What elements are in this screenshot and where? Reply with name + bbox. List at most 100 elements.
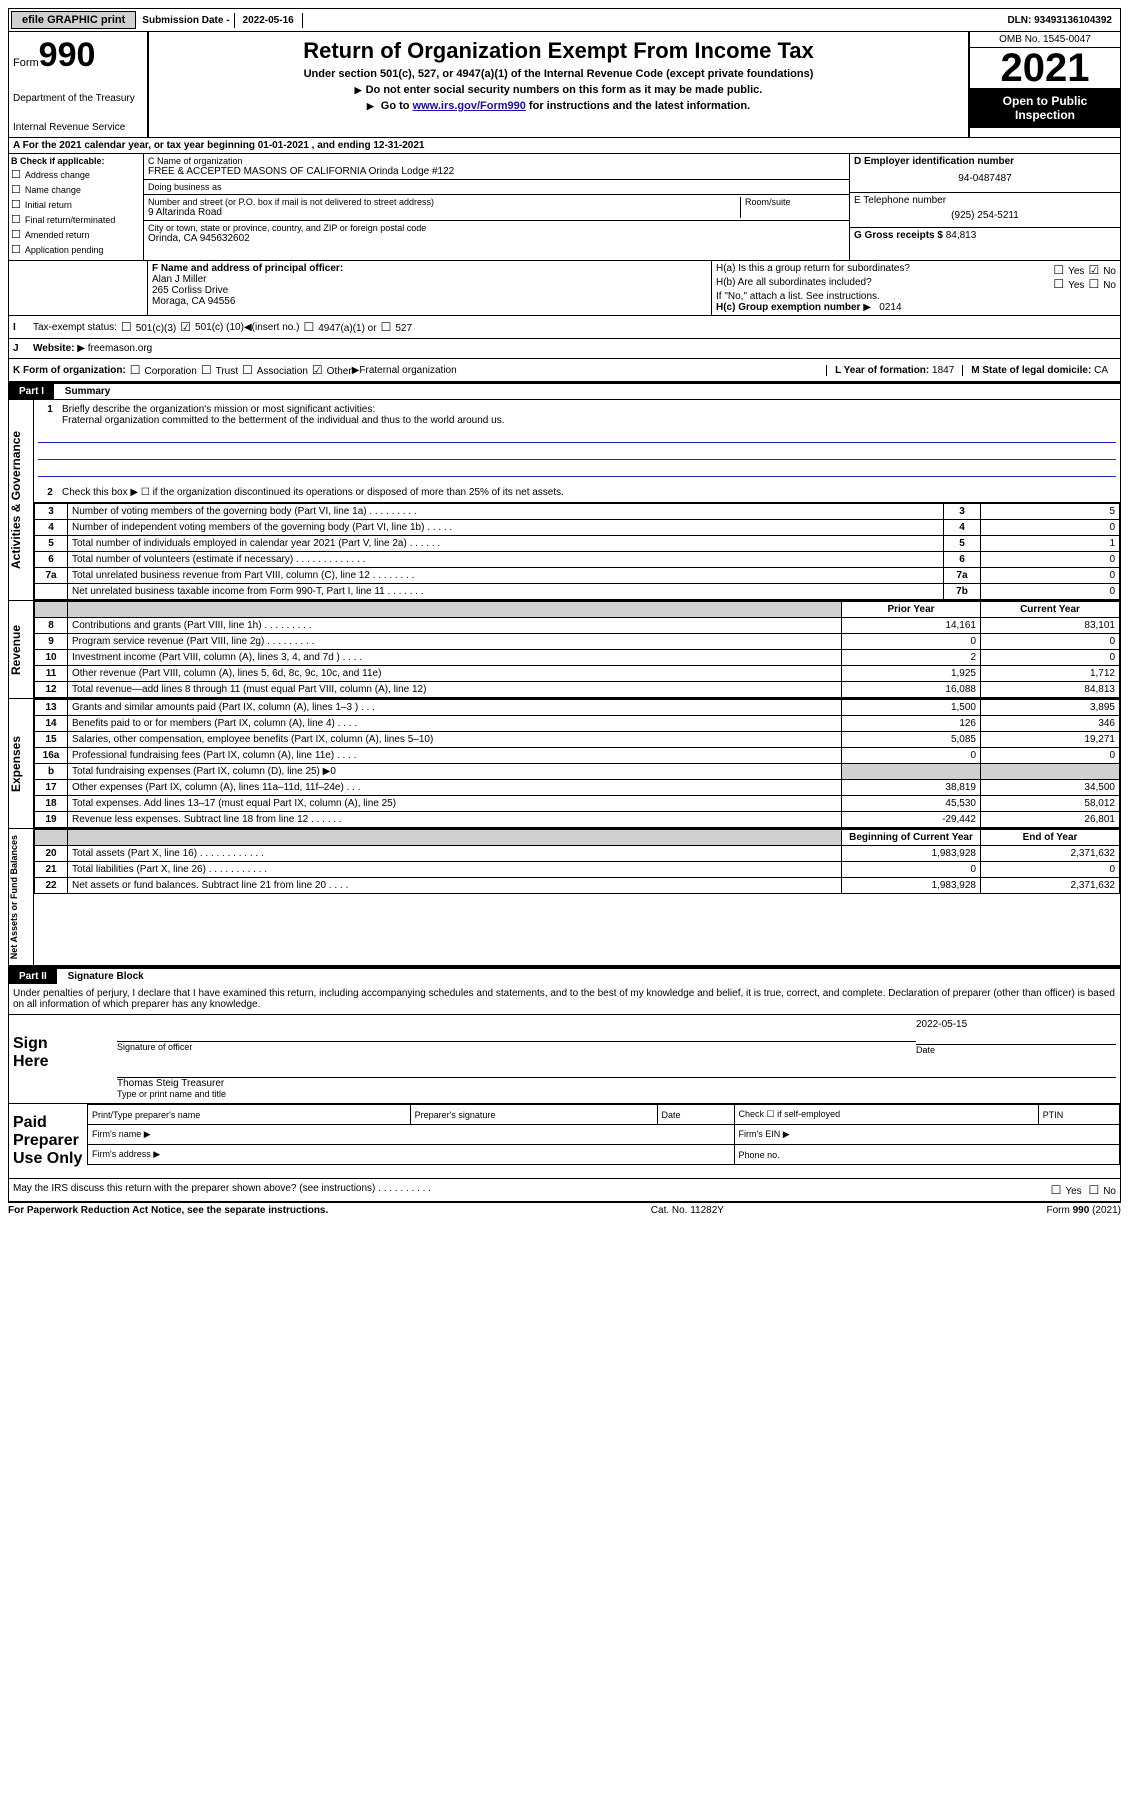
- preparer-table: Print/Type preparer's name Preparer's si…: [87, 1104, 1120, 1165]
- ha-no[interactable]: No: [1084, 263, 1116, 277]
- check-amended[interactable]: Amended return: [11, 228, 141, 241]
- may-discuss-text: May the IRS discuss this return with the…: [13, 1183, 431, 1197]
- footer-right: Form 990 (2021): [1047, 1205, 1121, 1216]
- telephone-value: (925) 254-5211: [854, 206, 1116, 225]
- vlabel-governance: Activities & Governance: [9, 400, 34, 600]
- table-row: 6Total number of volunteers (estimate if…: [35, 552, 1120, 568]
- city-state-zip: Orinda, CA 945632602: [148, 233, 845, 244]
- table-row: 20Total assets (Part X, line 16) . . . .…: [35, 846, 1120, 862]
- org-assoc[interactable]: Association: [238, 363, 308, 377]
- part1-title: Summary: [57, 384, 119, 399]
- table-header: Prior YearCurrent Year: [35, 602, 1120, 618]
- table-row: 12Total revenue—add lines 8 through 11 (…: [35, 682, 1120, 698]
- discuss-yes[interactable]: Yes: [1047, 1186, 1082, 1197]
- part2-title: Signature Block: [60, 969, 152, 984]
- table-row: 13Grants and similar amounts paid (Part …: [35, 700, 1120, 716]
- governance-table: 3Number of voting members of the governi…: [34, 503, 1120, 600]
- footer-left: For Paperwork Reduction Act Notice, see …: [8, 1205, 328, 1216]
- section-revenue: Revenue Prior YearCurrent Year8Contribut…: [8, 601, 1121, 699]
- check-pending[interactable]: Application pending: [11, 243, 141, 256]
- sig-officer-label: Signature of officer: [117, 1042, 916, 1052]
- line2-text: Check this box ▶ ☐ if the organization d…: [62, 487, 564, 498]
- status-4947[interactable]: 4947(a)(1) or: [299, 320, 376, 334]
- inspection-badge: Open to Public Inspection: [970, 88, 1120, 128]
- footer-mid: Cat. No. 11282Y: [651, 1205, 724, 1216]
- netassets-table: Beginning of Current YearEnd of Year20To…: [34, 829, 1120, 894]
- part1-header: Part I: [9, 384, 54, 399]
- form-number: Form990: [13, 36, 143, 75]
- status-527[interactable]: 527: [377, 320, 412, 334]
- row-j-website: J Website: ▶ freemason.org: [8, 339, 1121, 359]
- row-k-form-org: K Form of organization: Corporation Trus…: [8, 359, 1121, 384]
- room-suite-label: Room/suite: [741, 197, 845, 218]
- vlabel-expenses: Expenses: [9, 699, 34, 828]
- gross-receipts: 84,813: [946, 230, 977, 241]
- officer-addr1: 265 Corliss Drive: [152, 285, 707, 296]
- org-info-block: B Check if applicable: Address change Na…: [8, 154, 1121, 261]
- column-b-checks: B Check if applicable: Address change Na…: [9, 154, 144, 260]
- table-row: 9Program service revenue (Part VIII, lin…: [35, 634, 1120, 650]
- sign-here-label: Sign Here: [9, 1015, 87, 1103]
- year-formation: 1847: [932, 365, 954, 376]
- status-501c[interactable]: [176, 320, 195, 334]
- street-address: 9 Altarinda Road: [148, 207, 739, 218]
- subdate-value: 2022-05-16: [234, 13, 303, 28]
- table-row: 18Total expenses. Add lines 13–17 (must …: [35, 796, 1120, 812]
- check-initial[interactable]: Initial return: [11, 198, 141, 211]
- page-title: Return of Organization Exempt From Incom…: [153, 38, 964, 64]
- hc-value: 0214: [879, 302, 901, 313]
- table-row: 15Salaries, other compensation, employee…: [35, 732, 1120, 748]
- check-address[interactable]: Address change: [11, 168, 141, 181]
- instructions-link[interactable]: www.irs.gov/Form990: [413, 100, 526, 112]
- ein-value: 94-0487487: [854, 167, 1116, 190]
- org-other[interactable]: Other: [308, 363, 352, 377]
- table-row: 17Other expenses (Part IX, column (A), l…: [35, 780, 1120, 796]
- table-row: 16aProfessional fundraising fees (Part I…: [35, 748, 1120, 764]
- section-expenses: Expenses 13Grants and similar amounts pa…: [8, 699, 1121, 829]
- subtitle-2: Do not enter social security numbers on …: [153, 84, 964, 96]
- column-d-g: D Employer identification number 94-0487…: [850, 154, 1120, 260]
- subtitle-1: Under section 501(c), 527, or 4947(a)(1)…: [153, 68, 964, 80]
- form-header: Form990 Department of the Treasury Inter…: [8, 32, 1121, 138]
- sign-date: 2022-05-15: [916, 1019, 1116, 1030]
- table-row: 14Benefits paid to or for members (Part …: [35, 716, 1120, 732]
- ha-label: H(a) Is this a group return for subordin…: [716, 263, 1049, 277]
- table-row: 10Investment income (Part VIII, column (…: [35, 650, 1120, 666]
- part2-block: Part II Signature Block Under penalties …: [8, 968, 1121, 1202]
- org-name: FREE & ACCEPTED MASONS OF CALIFORNIA Ori…: [148, 166, 845, 177]
- officer-addr2: Moraga, CA 94556: [152, 296, 707, 307]
- table-row: 3Number of voting members of the governi…: [35, 504, 1120, 520]
- hb-no[interactable]: No: [1084, 277, 1116, 291]
- section-governance: Activities & Governance 1Briefly describ…: [8, 400, 1121, 601]
- hb-yes[interactable]: Yes: [1049, 277, 1084, 291]
- ha-yes[interactable]: Yes: [1049, 263, 1084, 277]
- check-name[interactable]: Name change: [11, 183, 141, 196]
- org-corp[interactable]: Corporation: [126, 363, 197, 377]
- table-row: 5Total number of individuals employed in…: [35, 536, 1120, 552]
- org-other-desc: Fraternal organization: [359, 365, 456, 376]
- table-row: 22Net assets or fund balances. Subtract …: [35, 878, 1120, 894]
- row-a-period: A For the 2021 calendar year, or tax yea…: [8, 138, 1121, 154]
- table-row: 8Contributions and grants (Part VIII, li…: [35, 618, 1120, 634]
- part2-header: Part II: [9, 969, 57, 984]
- row-f-h: F Name and address of principal officer:…: [8, 261, 1121, 316]
- table-header: Beginning of Current YearEnd of Year: [35, 830, 1120, 846]
- vlabel-netassets: Net Assets or Fund Balances: [9, 829, 34, 965]
- vlabel-revenue: Revenue: [9, 601, 34, 698]
- declaration-text: Under penalties of perjury, I declare th…: [9, 984, 1120, 1015]
- check-final[interactable]: Final return/terminated: [11, 213, 141, 226]
- status-501c3[interactable]: 501(c)(3): [117, 320, 176, 334]
- section-netassets: Net Assets or Fund Balances Beginning of…: [8, 829, 1121, 968]
- table-row: 19Revenue less expenses. Subtract line 1…: [35, 812, 1120, 828]
- table-row: bTotal fundraising expenses (Part IX, co…: [35, 764, 1120, 780]
- page-footer: For Paperwork Reduction Act Notice, see …: [8, 1202, 1121, 1216]
- table-row: Net unrelated business taxable income fr…: [35, 584, 1120, 600]
- efile-print-button[interactable]: efile GRAPHIC print: [11, 11, 136, 29]
- sign-date-label: Date: [916, 1045, 1116, 1055]
- website-value: freemason.org: [88, 343, 152, 354]
- column-c-name: C Name of organization FREE & ACCEPTED M…: [144, 154, 850, 260]
- org-trust[interactable]: Trust: [197, 363, 238, 377]
- discuss-no[interactable]: No: [1084, 1186, 1116, 1197]
- paid-preparer-label: Paid Preparer Use Only: [9, 1104, 87, 1178]
- expenses-table: 13Grants and similar amounts paid (Part …: [34, 699, 1120, 828]
